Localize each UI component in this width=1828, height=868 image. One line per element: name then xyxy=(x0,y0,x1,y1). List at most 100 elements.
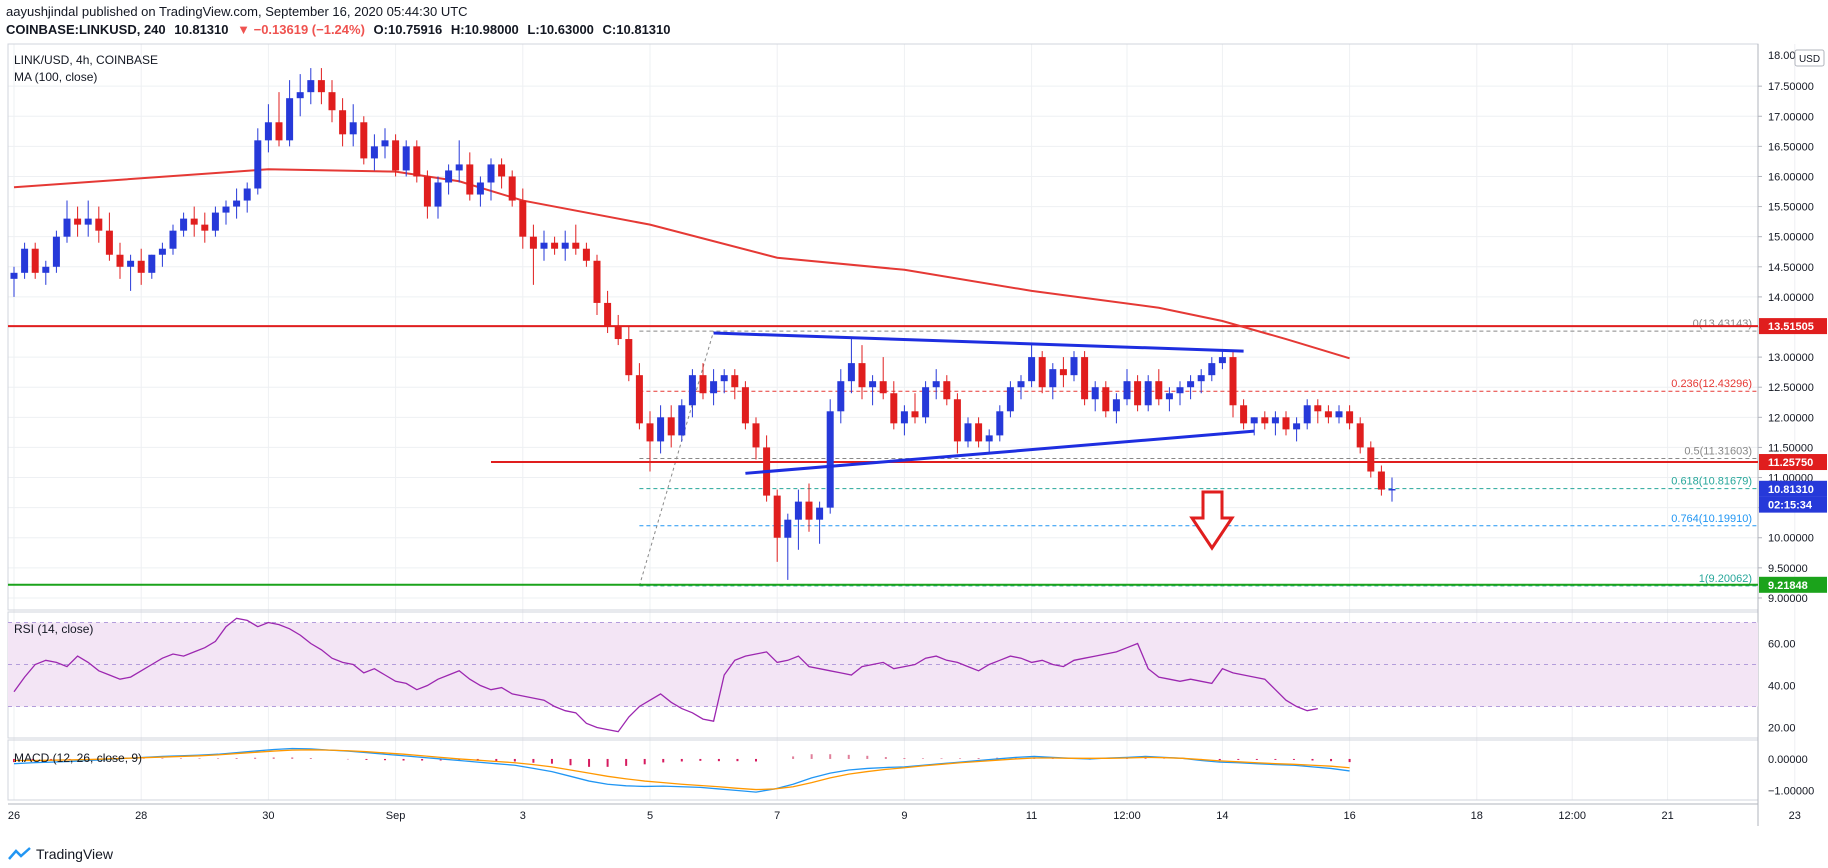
candle-body xyxy=(1388,488,1396,491)
level-price-badge-label: 13.51505 xyxy=(1768,321,1814,333)
candle-body xyxy=(423,176,431,207)
candle-body xyxy=(10,272,18,279)
level-price-badge xyxy=(1759,454,1827,471)
candle-body xyxy=(688,375,696,406)
price-tick-label: 11.50000 xyxy=(1768,442,1813,454)
low-value: L:10.63000 xyxy=(527,22,594,37)
candle-body xyxy=(720,375,728,382)
rsi-legend: RSI (14, close) xyxy=(14,622,93,636)
price-tick-label: 12.50000 xyxy=(1768,382,1814,394)
price-tick-label: 17.50000 xyxy=(1768,81,1814,93)
candle-body xyxy=(784,519,792,538)
candle-body xyxy=(805,501,813,520)
candle-body xyxy=(360,122,368,159)
candle-body xyxy=(328,92,336,111)
candle-body xyxy=(561,242,569,249)
candle-body xyxy=(1229,357,1237,406)
time-tick-label: 12:00 xyxy=(1558,810,1586,822)
candle-body xyxy=(201,224,209,231)
candle-body xyxy=(445,170,453,183)
candle-body xyxy=(21,248,29,273)
candle-body xyxy=(84,218,92,225)
candle-body xyxy=(900,411,908,424)
candle-body xyxy=(1038,357,1046,388)
candle-body xyxy=(1314,405,1322,412)
brand-label: TradingView xyxy=(36,846,114,862)
close-value: C:10.81310 xyxy=(602,22,671,37)
candle-body xyxy=(1123,381,1131,400)
signal-line xyxy=(14,749,1350,791)
candle-body xyxy=(1250,417,1258,424)
candle-body xyxy=(604,302,612,327)
candle-body xyxy=(402,146,410,171)
candle-body xyxy=(816,507,824,520)
candle-body xyxy=(254,140,262,189)
time-tick-label: 26 xyxy=(8,810,20,822)
candle-body xyxy=(211,212,219,231)
candle-body xyxy=(572,242,580,249)
candle-body xyxy=(890,393,898,424)
currency-label: USD xyxy=(1799,54,1820,65)
price-change: ▼ −0.13619 (−1.24%) xyxy=(237,22,365,37)
candle-body xyxy=(858,363,866,388)
candle-body xyxy=(137,260,145,273)
candle-body xyxy=(1240,405,1248,424)
price-tick-label: 14.00000 xyxy=(1768,292,1814,304)
time-tick-label: 11 xyxy=(1026,810,1037,822)
price-tick-label: 9.00000 xyxy=(1768,593,1808,605)
candle-body xyxy=(487,164,495,183)
candle-body xyxy=(1197,375,1205,382)
candle-body xyxy=(158,248,166,255)
candle-body xyxy=(1070,357,1078,376)
candle-body xyxy=(1377,471,1385,490)
high-value: H:10.98000 xyxy=(450,22,519,37)
candle-body xyxy=(180,218,188,231)
open-value: O:10.75916 xyxy=(373,22,443,37)
candle-body xyxy=(1006,387,1014,412)
price-tick-label: 13.00000 xyxy=(1768,352,1814,364)
candle-body xyxy=(614,327,622,340)
fib-level-label: 1(9.20062) xyxy=(1699,573,1752,585)
fib-level-label: 0.5(11.31603) xyxy=(1684,446,1752,458)
candle-body xyxy=(1293,423,1301,430)
candle-body xyxy=(1271,417,1279,424)
candle-body xyxy=(116,254,124,267)
candle-body xyxy=(1155,381,1163,400)
rsi-tick-label: 60.00 xyxy=(1768,639,1796,651)
candle-body xyxy=(1208,363,1216,376)
candle-body xyxy=(286,98,294,141)
price-tick-label: 16.00000 xyxy=(1768,171,1814,183)
time-tick-label: 14 xyxy=(1216,810,1228,822)
candle-body xyxy=(741,387,749,424)
time-tick-label: 12:00 xyxy=(1113,810,1141,822)
candle-body xyxy=(1112,399,1120,412)
candle-body xyxy=(932,381,940,388)
level-price-badge-label: 11.25750 xyxy=(1768,457,1813,469)
candle-body xyxy=(922,387,930,418)
candle-body xyxy=(317,80,325,93)
candle-body xyxy=(879,381,887,394)
candle-body xyxy=(1187,381,1195,388)
candle-body xyxy=(508,176,516,201)
fib-level-label: 0(13.43143) xyxy=(1693,318,1752,330)
candle-body xyxy=(498,164,506,177)
time-tick-label: 21 xyxy=(1661,810,1673,822)
last-price: 10.81310 xyxy=(174,22,229,37)
candle-body xyxy=(1102,387,1110,412)
candle-body xyxy=(996,411,1004,436)
ma100-line xyxy=(13,168,1350,360)
time-tick-label: 18 xyxy=(1471,810,1483,822)
candle-body xyxy=(519,200,527,237)
ma-legend: MA (100, close) xyxy=(14,70,97,84)
tradingview-brand: TradingView xyxy=(8,846,113,862)
candle-body xyxy=(540,242,548,249)
trendline xyxy=(745,429,1255,475)
candle-body xyxy=(837,381,845,412)
currency-badge[interactable]: USD xyxy=(1794,49,1825,67)
down-arrow-icon xyxy=(1189,490,1235,551)
candle-body xyxy=(275,122,283,141)
candle-body xyxy=(699,375,707,394)
price-tick-label: 16.50000 xyxy=(1768,141,1814,153)
price-tick-label: 12.00000 xyxy=(1768,412,1814,424)
